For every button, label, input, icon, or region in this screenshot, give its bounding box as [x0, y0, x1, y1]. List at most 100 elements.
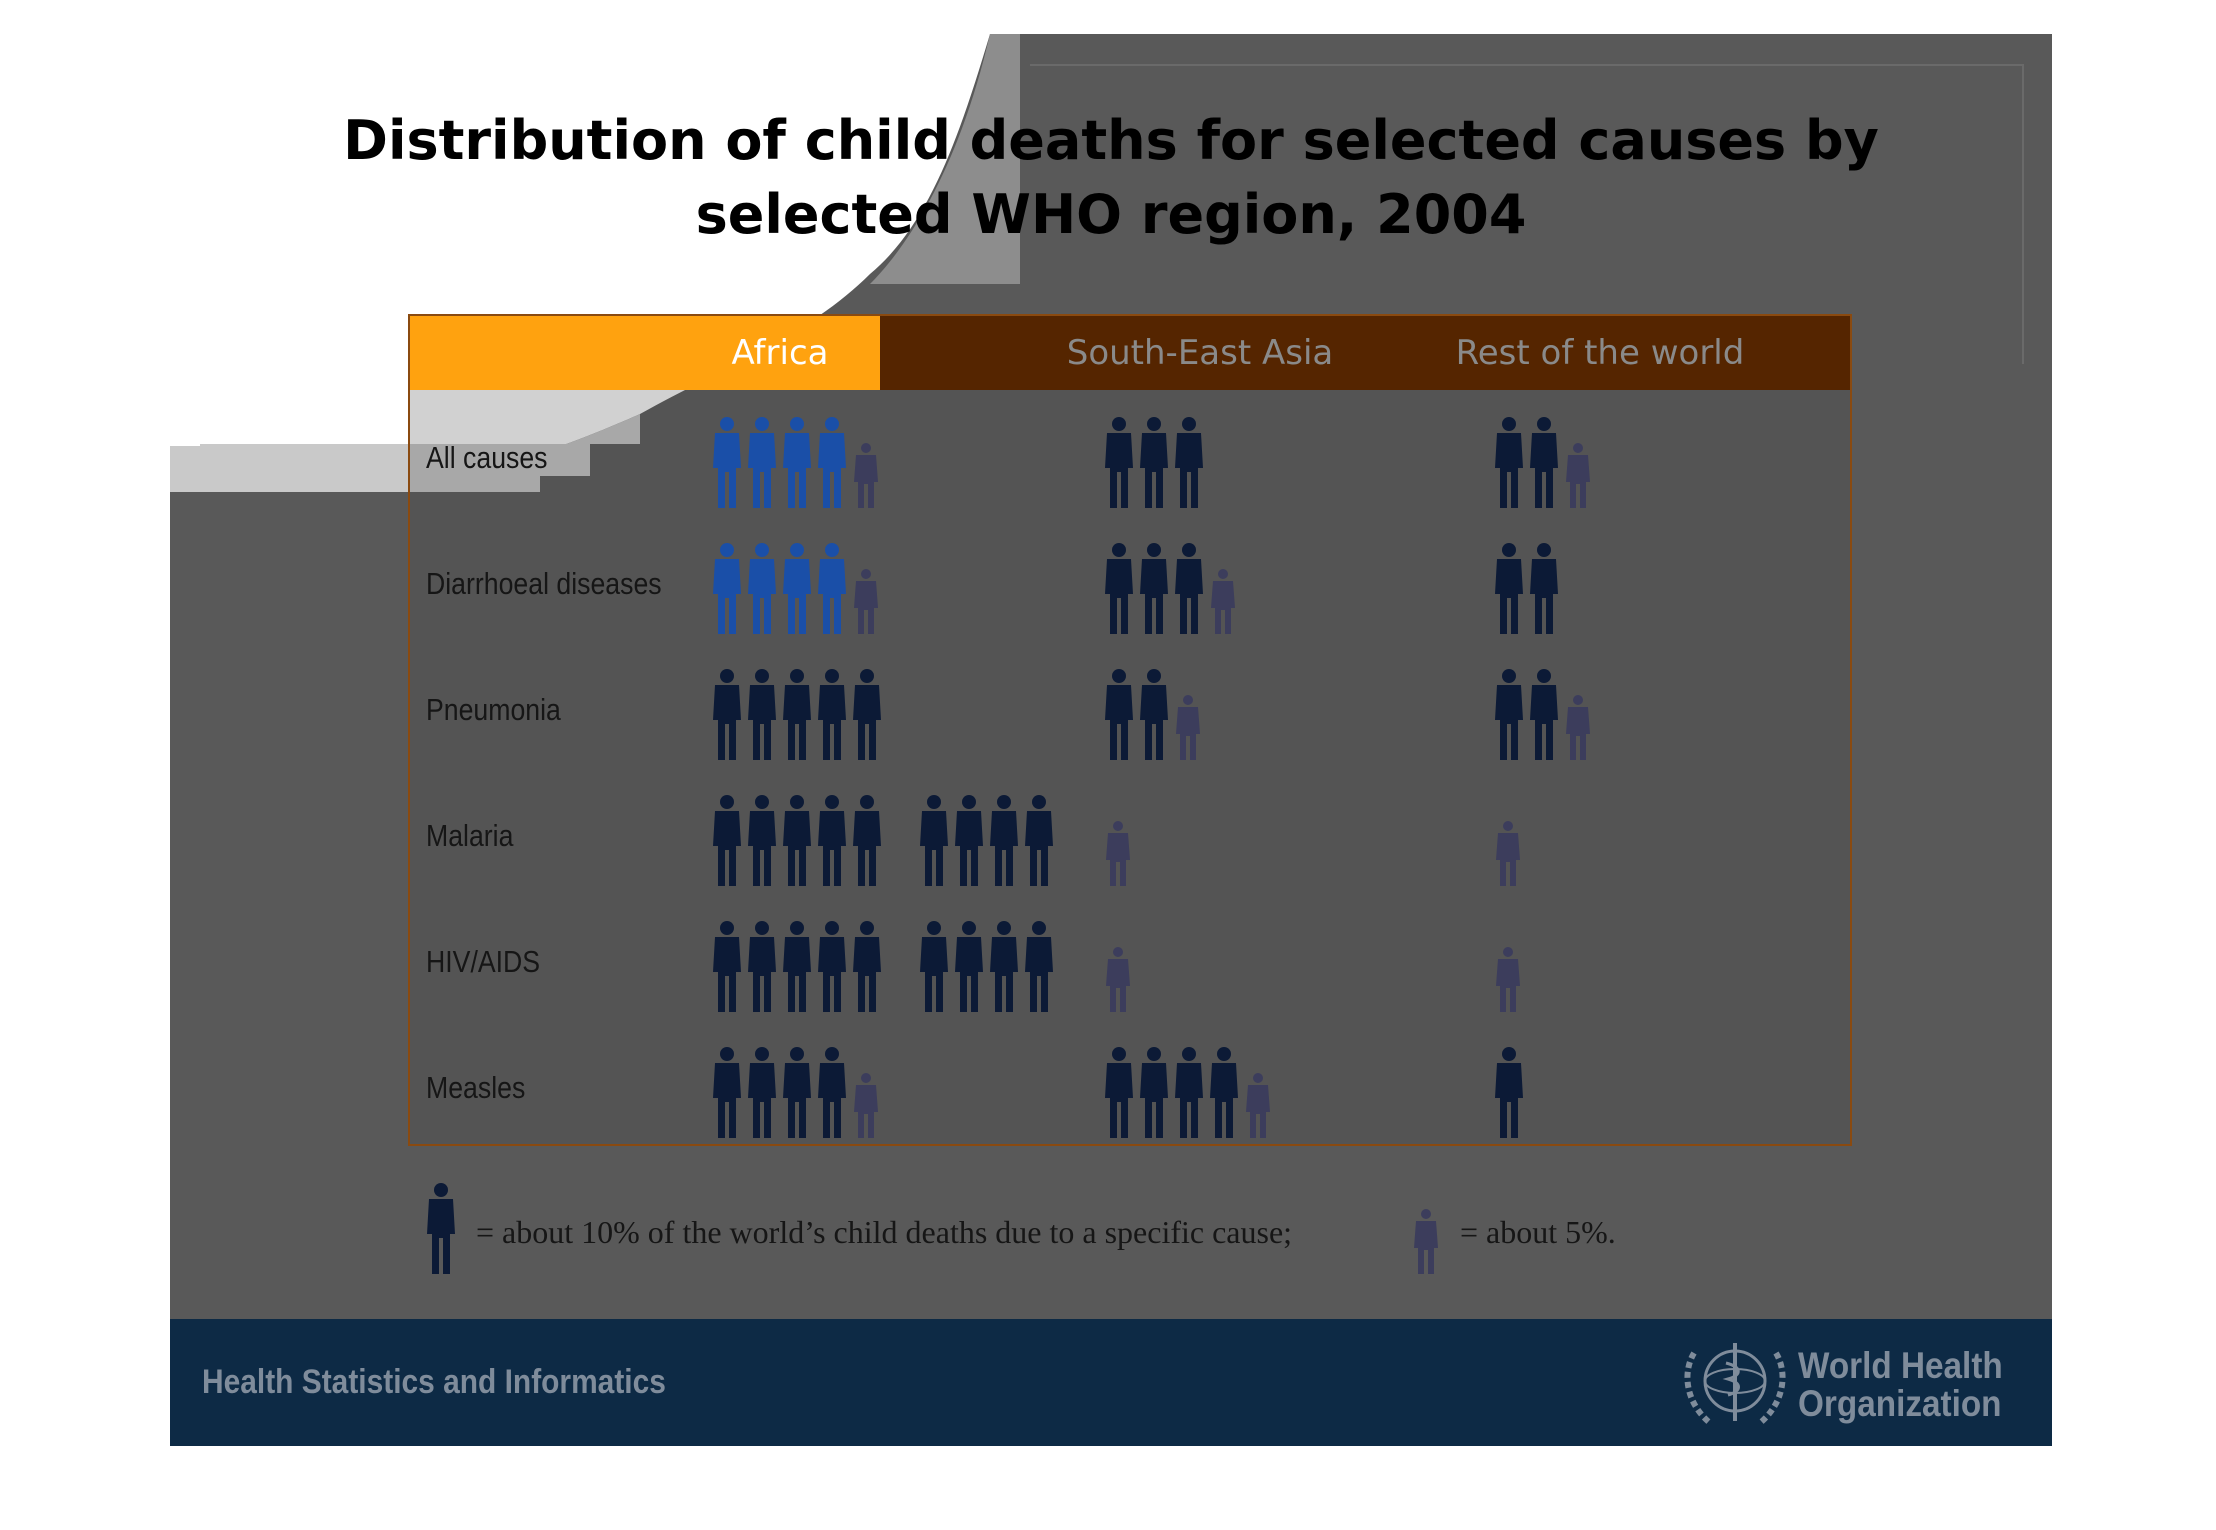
person-icon: [1495, 417, 1523, 508]
half-person-icon: [1246, 1073, 1270, 1138]
person-icon: [1025, 921, 1053, 1012]
person-icon: [1140, 417, 1168, 508]
person-icon: [1105, 1047, 1133, 1138]
person-icon: [1105, 669, 1133, 760]
person-icon: [713, 543, 741, 634]
person-icon: [713, 669, 741, 760]
background-shapes: [170, 34, 2024, 492]
person-icon: [783, 543, 811, 634]
half-person-icon: [1176, 695, 1200, 760]
person-icon: [783, 669, 811, 760]
person-icon: [783, 795, 811, 886]
half-person-icon: [1566, 443, 1590, 508]
white-panel: [170, 34, 990, 479]
half-person-icon: [854, 569, 878, 634]
half-person-icon: [854, 443, 878, 508]
person-icon: [748, 921, 776, 1012]
person-icon: [990, 795, 1018, 886]
column-header-south-east-asia: South-East Asia: [1066, 333, 1334, 373]
person-icon: [853, 669, 881, 760]
half-person-icon: [1106, 821, 1130, 886]
person-icon: [955, 921, 983, 1012]
row-label-all-causes: All causes: [426, 440, 548, 475]
half-person-icon: [1211, 569, 1235, 634]
person-icon: [818, 669, 846, 760]
white-strip: [170, 34, 200, 446]
person-icon: [748, 543, 776, 634]
person-icon: [853, 921, 881, 1012]
person-icon: [1175, 1047, 1203, 1138]
who-name: World Health Organization: [1798, 1347, 2003, 1423]
legend: = about 10% of the world’s child deaths …: [170, 34, 2052, 1274]
person-icon: [1140, 1047, 1168, 1138]
row-label-pneumonia: Pneumonia: [426, 692, 561, 727]
half-person-icon: [1106, 947, 1130, 1012]
person-icon: [713, 1047, 741, 1138]
person-icon: [783, 417, 811, 508]
person-icon: [1025, 795, 1053, 886]
footer: Health Statistics and Informatics World …: [170, 1319, 2052, 1446]
person-icon: [1530, 669, 1558, 760]
right-frame-line: [2022, 64, 2024, 364]
person-icon: [1530, 417, 1558, 508]
person-icon: [1140, 543, 1168, 634]
person-icon: [1105, 417, 1133, 508]
header-africa-highlight: [410, 316, 880, 390]
person-icon: [748, 795, 776, 886]
person-icon: [1140, 669, 1168, 760]
person-icon: [1175, 417, 1203, 508]
person-icon: [818, 921, 846, 1012]
grey-step-1: [170, 444, 590, 476]
who-name-line-2: Organization: [1798, 1383, 2002, 1424]
person-icon: [1495, 669, 1523, 760]
person-icon: [920, 795, 948, 886]
who-emblem-icon: [1684, 1343, 1786, 1426]
person-icon: [853, 795, 881, 886]
person-icon: [990, 921, 1018, 1012]
person-icon: [748, 1047, 776, 1138]
person-icon: [818, 417, 846, 508]
person-icon: [1495, 1047, 1523, 1138]
person-icon: [713, 921, 741, 1012]
half-person-icon: [1496, 821, 1520, 886]
legend-half-person-text: = about 5%.: [1460, 1214, 1616, 1250]
person-icon: [818, 1047, 846, 1138]
row-label-hiv-aids: HIV/AIDS: [426, 944, 541, 979]
person-icon: [1495, 543, 1523, 634]
legend-full-person-text: = about 10% of the world’s child deaths …: [476, 1214, 1293, 1250]
pictogram-table: Africa South-East Asia Rest of the world…: [408, 314, 1852, 1146]
person-icon: [713, 417, 741, 508]
column-header-africa: Africa: [731, 333, 829, 373]
top-frame-line: [1030, 64, 2024, 66]
person-icon: [713, 795, 741, 886]
footer-department: Health Statistics and Informatics: [202, 1363, 666, 1401]
half-person-icon: [1566, 695, 1590, 760]
row-label-malaria: Malaria: [426, 818, 514, 853]
person-icon: [1210, 1047, 1238, 1138]
row-label-diarrhoeal: Diarrhoeal diseases: [426, 566, 662, 601]
map-texture: [870, 34, 1020, 284]
person-icon: [920, 921, 948, 1012]
chart-title-line-2: selected WHO region, 2004: [695, 183, 1527, 246]
person-icon: [818, 795, 846, 886]
person-icon: [783, 1047, 811, 1138]
person-icon: [818, 543, 846, 634]
person-icon: [427, 1183, 455, 1274]
half-person-icon: [1496, 947, 1520, 1012]
person-icon: [748, 669, 776, 760]
person-icon: [1530, 543, 1558, 634]
slide: Distribution of child deaths for selecte…: [170, 34, 2052, 1446]
person-icon: [748, 417, 776, 508]
column-header-rest-of-world: Rest of the world: [1455, 333, 1745, 373]
half-person-icon: [1414, 1209, 1438, 1274]
grey-step-2: [170, 476, 540, 492]
person-icon: [955, 795, 983, 886]
chart-title-line-1: Distribution of child deaths for selecte…: [343, 109, 1879, 172]
row-label-measles: Measles: [426, 1070, 526, 1105]
half-person-icon: [854, 1073, 878, 1138]
person-icon: [1105, 543, 1133, 634]
person-icon: [783, 921, 811, 1012]
chart-title: Distribution of child deaths for selecte…: [170, 104, 2052, 252]
person-icon: [1175, 543, 1203, 634]
who-name-line-1: World Health: [1798, 1345, 2003, 1386]
